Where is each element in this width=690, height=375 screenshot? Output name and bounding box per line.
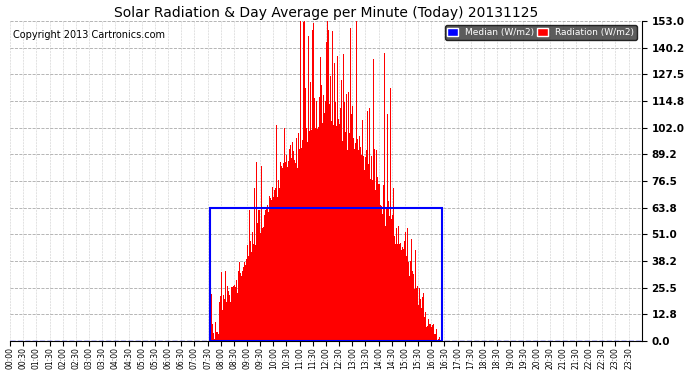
Legend: Median (W/m2), Radiation (W/m2): Median (W/m2), Radiation (W/m2)	[445, 25, 637, 40]
Text: Copyright 2013 Cartronics.com: Copyright 2013 Cartronics.com	[13, 30, 165, 40]
Bar	[210, 207, 442, 341]
Title: Solar Radiation & Day Average per Minute (Today) 20131125: Solar Radiation & Day Average per Minute…	[114, 6, 538, 20]
